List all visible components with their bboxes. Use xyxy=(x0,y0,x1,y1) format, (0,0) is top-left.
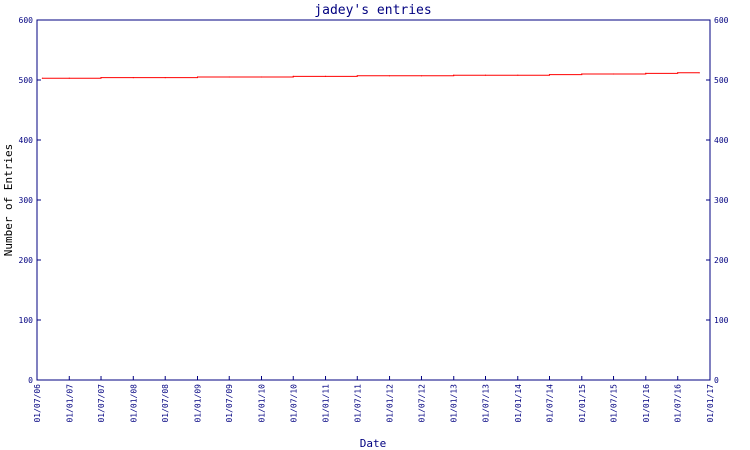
y-tick-label-right: 100 xyxy=(714,316,729,325)
data-point xyxy=(132,77,134,79)
data-point xyxy=(260,76,263,78)
data-point xyxy=(484,74,487,76)
y-ticks-right: 0 100 200 300 400 500 600 xyxy=(706,16,729,385)
data-point xyxy=(68,77,70,79)
y-tick-label-right: 300 xyxy=(714,196,729,205)
x-tick-label: 01/07/13 xyxy=(481,384,490,423)
data-point xyxy=(100,77,102,79)
x-tick-label: 01/01/13 xyxy=(450,384,459,423)
x-tick-label: 01/01/10 xyxy=(258,384,267,423)
chart-title: jadey's entries xyxy=(314,3,431,18)
data-point xyxy=(388,75,391,77)
data-point xyxy=(612,73,615,75)
y-tick-label-right: 500 xyxy=(714,76,729,85)
y-tick-label-right: 200 xyxy=(714,256,729,265)
y-tick-label-left: 500 xyxy=(19,76,34,85)
data-point xyxy=(420,75,423,77)
x-tick-label: 01/01/16 xyxy=(642,384,651,423)
x-tick-label: 01/07/11 xyxy=(353,384,362,423)
data-point xyxy=(453,74,455,76)
series-line xyxy=(41,72,700,79)
y-tick-label-right: 600 xyxy=(714,16,729,25)
x-tick-label: 01/01/09 xyxy=(193,384,202,423)
x-tick-label: 01/07/15 xyxy=(610,384,619,423)
y-ticks-left: 0 100 200 300 400 500 600 xyxy=(19,16,41,385)
data-point xyxy=(698,72,700,74)
y-tick-label-left: 400 xyxy=(19,136,34,145)
data-point xyxy=(677,72,679,74)
data-point xyxy=(228,76,230,78)
entries-line xyxy=(42,72,700,79)
x-tick-label: 01/07/07 xyxy=(97,384,106,423)
x-tick-label: 01/07/16 xyxy=(674,384,683,423)
data-point xyxy=(581,73,583,75)
x-tick-label: 01/07/10 xyxy=(289,384,298,423)
x-tick-label: 01/01/11 xyxy=(322,384,331,423)
data-point xyxy=(196,76,199,78)
x-tick-label: 01/07/08 xyxy=(161,384,170,423)
y-tick-label-right: 400 xyxy=(714,136,729,145)
y-tick-label-left: 300 xyxy=(19,196,34,205)
y-tick-label-left: 100 xyxy=(19,316,34,325)
data-point xyxy=(356,75,358,77)
y-axis-label: Number of Entries xyxy=(2,144,15,257)
data-point xyxy=(517,74,519,76)
x-axis-label: Date xyxy=(360,437,387,450)
x-tick-label: 01/07/14 xyxy=(546,384,555,423)
x-tick-label: 01/07/09 xyxy=(225,384,234,423)
data-point xyxy=(41,77,44,79)
data-point xyxy=(292,75,294,77)
y-tick-label-left: 200 xyxy=(19,256,34,265)
x-tick-label: 01/01/17 xyxy=(706,384,715,423)
x-tick-label: 01/01/08 xyxy=(129,384,138,423)
x-tick-label: 01/07/12 xyxy=(417,384,426,423)
data-point xyxy=(645,72,647,74)
y-tick-label-left: 600 xyxy=(19,16,34,25)
data-point xyxy=(164,77,166,79)
y-tick-label-left: 0 xyxy=(28,376,33,385)
data-point xyxy=(324,75,327,77)
x-tick-label: 01/01/15 xyxy=(578,384,587,423)
x-tick-label: 01/01/14 xyxy=(514,384,523,423)
x-tick-label: 01/01/07 xyxy=(65,384,74,423)
x-tick-label: 01/01/12 xyxy=(386,384,395,423)
data-point xyxy=(548,74,551,76)
x-tick-label: 01/07/06 xyxy=(33,384,42,423)
y-tick-label-right: 0 xyxy=(714,376,719,385)
x-ticks: 01/07/06 01/01/07 01/07/07 01/01/08 01/07/08… xyxy=(33,376,715,423)
